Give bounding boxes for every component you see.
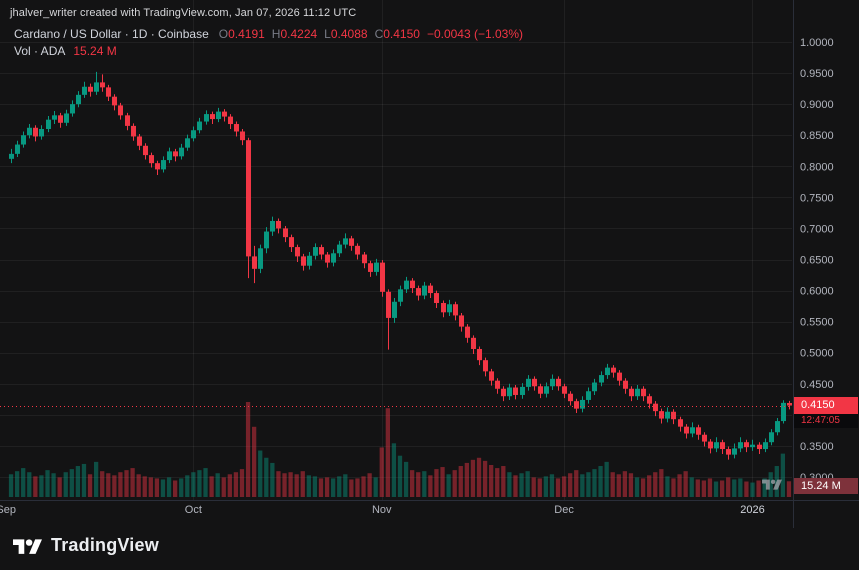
volume-axis-badge: 15.24 M xyxy=(794,478,858,494)
svg-text:0.9000: 0.9000 xyxy=(800,99,834,111)
svg-text:0.7000: 0.7000 xyxy=(800,223,834,235)
close-value: 0.4150 xyxy=(383,27,420,41)
svg-text:0.8500: 0.8500 xyxy=(800,130,834,142)
volume-bars xyxy=(8,402,792,497)
svg-text:0.5500: 0.5500 xyxy=(800,317,834,329)
legend-row-volume: Vol · ADA 15.24 M xyxy=(14,43,523,60)
ohlc-close: C0.4150 xyxy=(375,26,420,43)
svg-text:0.6000: 0.6000 xyxy=(800,286,834,298)
tradingview-wordmark[interactable]: TradingView xyxy=(51,534,159,555)
time-axis[interactable]: Sep Oct Nov Dec 2026 xyxy=(0,504,765,516)
axis-separators xyxy=(0,0,859,528)
symbol-title[interactable]: Cardano / US Dollar · 1D · Coinbase xyxy=(14,27,209,41)
svg-text:0.6500: 0.6500 xyxy=(800,255,834,267)
low-label: L xyxy=(324,27,331,41)
footer-brand[interactable]: TradingView xyxy=(13,532,159,558)
svg-text:Nov: Nov xyxy=(372,504,392,516)
svg-text:Sep: Sep xyxy=(0,504,16,516)
ohlc-open: O0.4191 xyxy=(219,26,265,43)
attribution-text: jhalver_writer created with TradingView.… xyxy=(10,7,357,19)
candlesticks xyxy=(9,71,792,460)
bar-close-countdown: 12:47:05 xyxy=(794,414,858,428)
svg-text:1.0000: 1.0000 xyxy=(800,37,834,49)
svg-text:Oct: Oct xyxy=(185,504,202,516)
open-label: O xyxy=(218,27,229,41)
ohlc-low: L0.4088 xyxy=(324,26,367,43)
svg-text:2026: 2026 xyxy=(740,504,764,516)
svg-text:0.7500: 0.7500 xyxy=(800,192,834,204)
grid-lines xyxy=(0,0,792,500)
svg-text:0.4500: 0.4500 xyxy=(800,379,834,391)
chart-canvas[interactable]: 1.0000 0.9500 0.9000 0.8500 0.8000 0.7500 0.70… xyxy=(0,0,859,528)
legend-row-main: Cardano / US Dollar · 1D · Coinbase O0.4… xyxy=(14,26,523,43)
legend: Cardano / US Dollar · 1D · Coinbase O0.4… xyxy=(14,26,523,60)
svg-text:0.9500: 0.9500 xyxy=(800,68,834,80)
close-label: C xyxy=(374,27,384,41)
volume-value: 15.24 M xyxy=(73,44,117,58)
svg-text:0.3500: 0.3500 xyxy=(800,441,834,453)
svg-text:0.8000: 0.8000 xyxy=(800,161,834,173)
svg-text:0.5000: 0.5000 xyxy=(800,348,834,360)
open-value: 0.4191 xyxy=(228,27,265,41)
last-price-badge: 0.4150 xyxy=(794,397,858,414)
volume-label: Vol · ADA xyxy=(14,44,66,58)
change-value: −0.0043 (−1.03%) xyxy=(426,27,524,41)
ohlc-high: H0.4224 xyxy=(272,26,317,43)
high-value: 0.4224 xyxy=(280,27,318,41)
low-value: 0.4088 xyxy=(330,27,368,41)
tradingview-logo-icon[interactable] xyxy=(13,536,42,554)
tradingview-watermark-icon[interactable] xyxy=(762,477,782,490)
high-label: H xyxy=(271,27,281,41)
svg-text:Dec: Dec xyxy=(554,504,574,516)
